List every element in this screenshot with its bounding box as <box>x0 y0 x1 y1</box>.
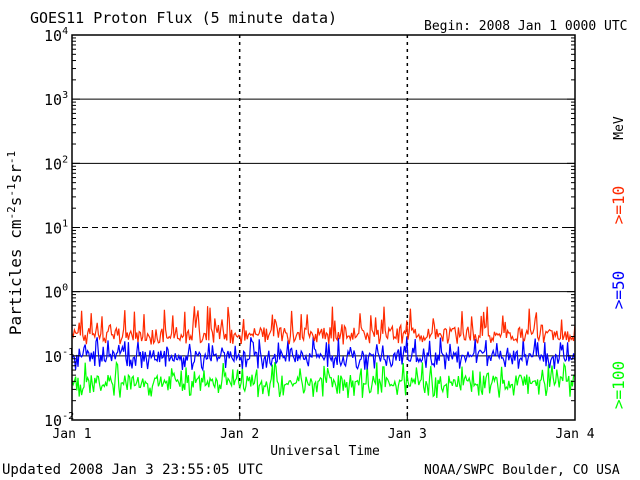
y-tick-label: 101 <box>44 219 68 238</box>
x-tick-label: Jan 2 <box>220 427 259 442</box>
series-line <box>71 336 576 372</box>
legend-unit: MeV <box>612 116 627 140</box>
y-tick-label: 103 <box>44 90 68 109</box>
x-axis-label: Universal Time <box>270 444 380 459</box>
x-tick-label: Jan 3 <box>388 427 427 442</box>
x-tick-label: Jan 1 <box>52 427 91 442</box>
updated-timestamp: Updated 2008 Jan 3 23:55:05 UTC <box>2 462 263 478</box>
legend-entry: >=10 <box>609 186 628 225</box>
svg-text:Particles cm-2s-1sr-1: Particles cm-2s-1sr-1 <box>5 151 25 335</box>
legend: >=10 >=50 >=100 MeV <box>609 116 628 409</box>
series-line <box>71 306 576 346</box>
chart-title: GOES11 Proton Flux (5 minute data) <box>30 9 337 27</box>
credit: NOAA/SWPC Boulder, CO USA <box>424 463 620 478</box>
begin-time: Begin: 2008 Jan 1 0000 UTC <box>424 19 628 34</box>
legend-entry: >=50 <box>609 271 628 310</box>
y-tick-label: 102 <box>44 154 68 173</box>
y-tick-label: 10-1 <box>44 347 74 366</box>
series-line <box>71 360 576 399</box>
y-tick-label: 100 <box>44 283 68 302</box>
y-tick-label: 104 <box>44 26 68 45</box>
x-tick-label: Jan 4 <box>555 427 594 442</box>
legend-entry: >=100 <box>609 361 628 409</box>
y-axis-label: Particles cm-2s-1sr-1 <box>5 151 25 335</box>
